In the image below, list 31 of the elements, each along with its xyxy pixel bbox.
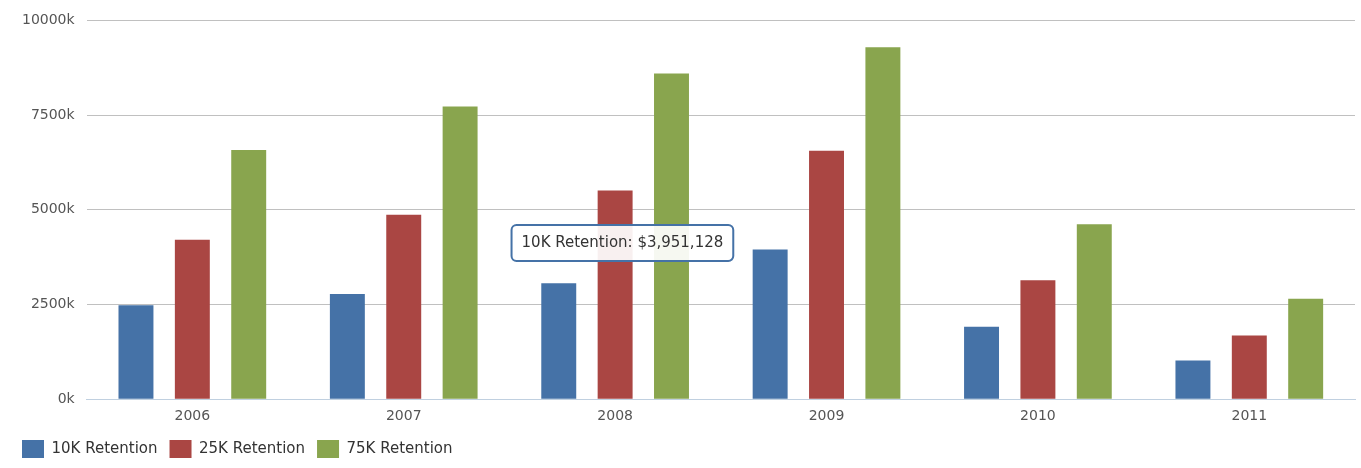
bar <box>174 239 210 399</box>
bar <box>541 283 577 399</box>
y-tick-label: 2500k <box>30 295 76 312</box>
bar <box>809 150 844 399</box>
bar <box>442 106 478 399</box>
y-tick-label: 0k <box>57 389 76 406</box>
bar <box>386 214 422 399</box>
y-tick-label: 7500k <box>30 105 76 122</box>
bar <box>865 47 901 399</box>
y-tick-label: 10000k <box>21 11 76 28</box>
x-tick-label: 2011 <box>1231 407 1268 424</box>
bar <box>1020 280 1056 399</box>
x-tick-label: 2009 <box>808 407 845 424</box>
bar <box>964 326 1000 399</box>
y-tick-label: 5000k <box>30 200 76 217</box>
x-tick-label: 2008 <box>597 407 633 424</box>
x-tick-label: 2006 <box>174 407 211 424</box>
bar <box>1175 360 1211 399</box>
legend-label: 75K Retention <box>346 438 453 457</box>
bar <box>1288 298 1324 399</box>
annotation: 10K Retention: $3,951,128 <box>521 232 724 251</box>
x-tick-label: 2010 <box>1020 407 1056 424</box>
bar <box>1231 335 1267 399</box>
legend-label: 25K Retention <box>199 438 306 457</box>
legend-label: 10K Retention <box>51 438 158 457</box>
bar <box>1076 224 1112 399</box>
bar <box>752 249 788 399</box>
bar <box>118 305 154 399</box>
x-tick-label: 2007 <box>385 407 422 424</box>
bar <box>231 149 267 399</box>
bar <box>329 293 365 399</box>
